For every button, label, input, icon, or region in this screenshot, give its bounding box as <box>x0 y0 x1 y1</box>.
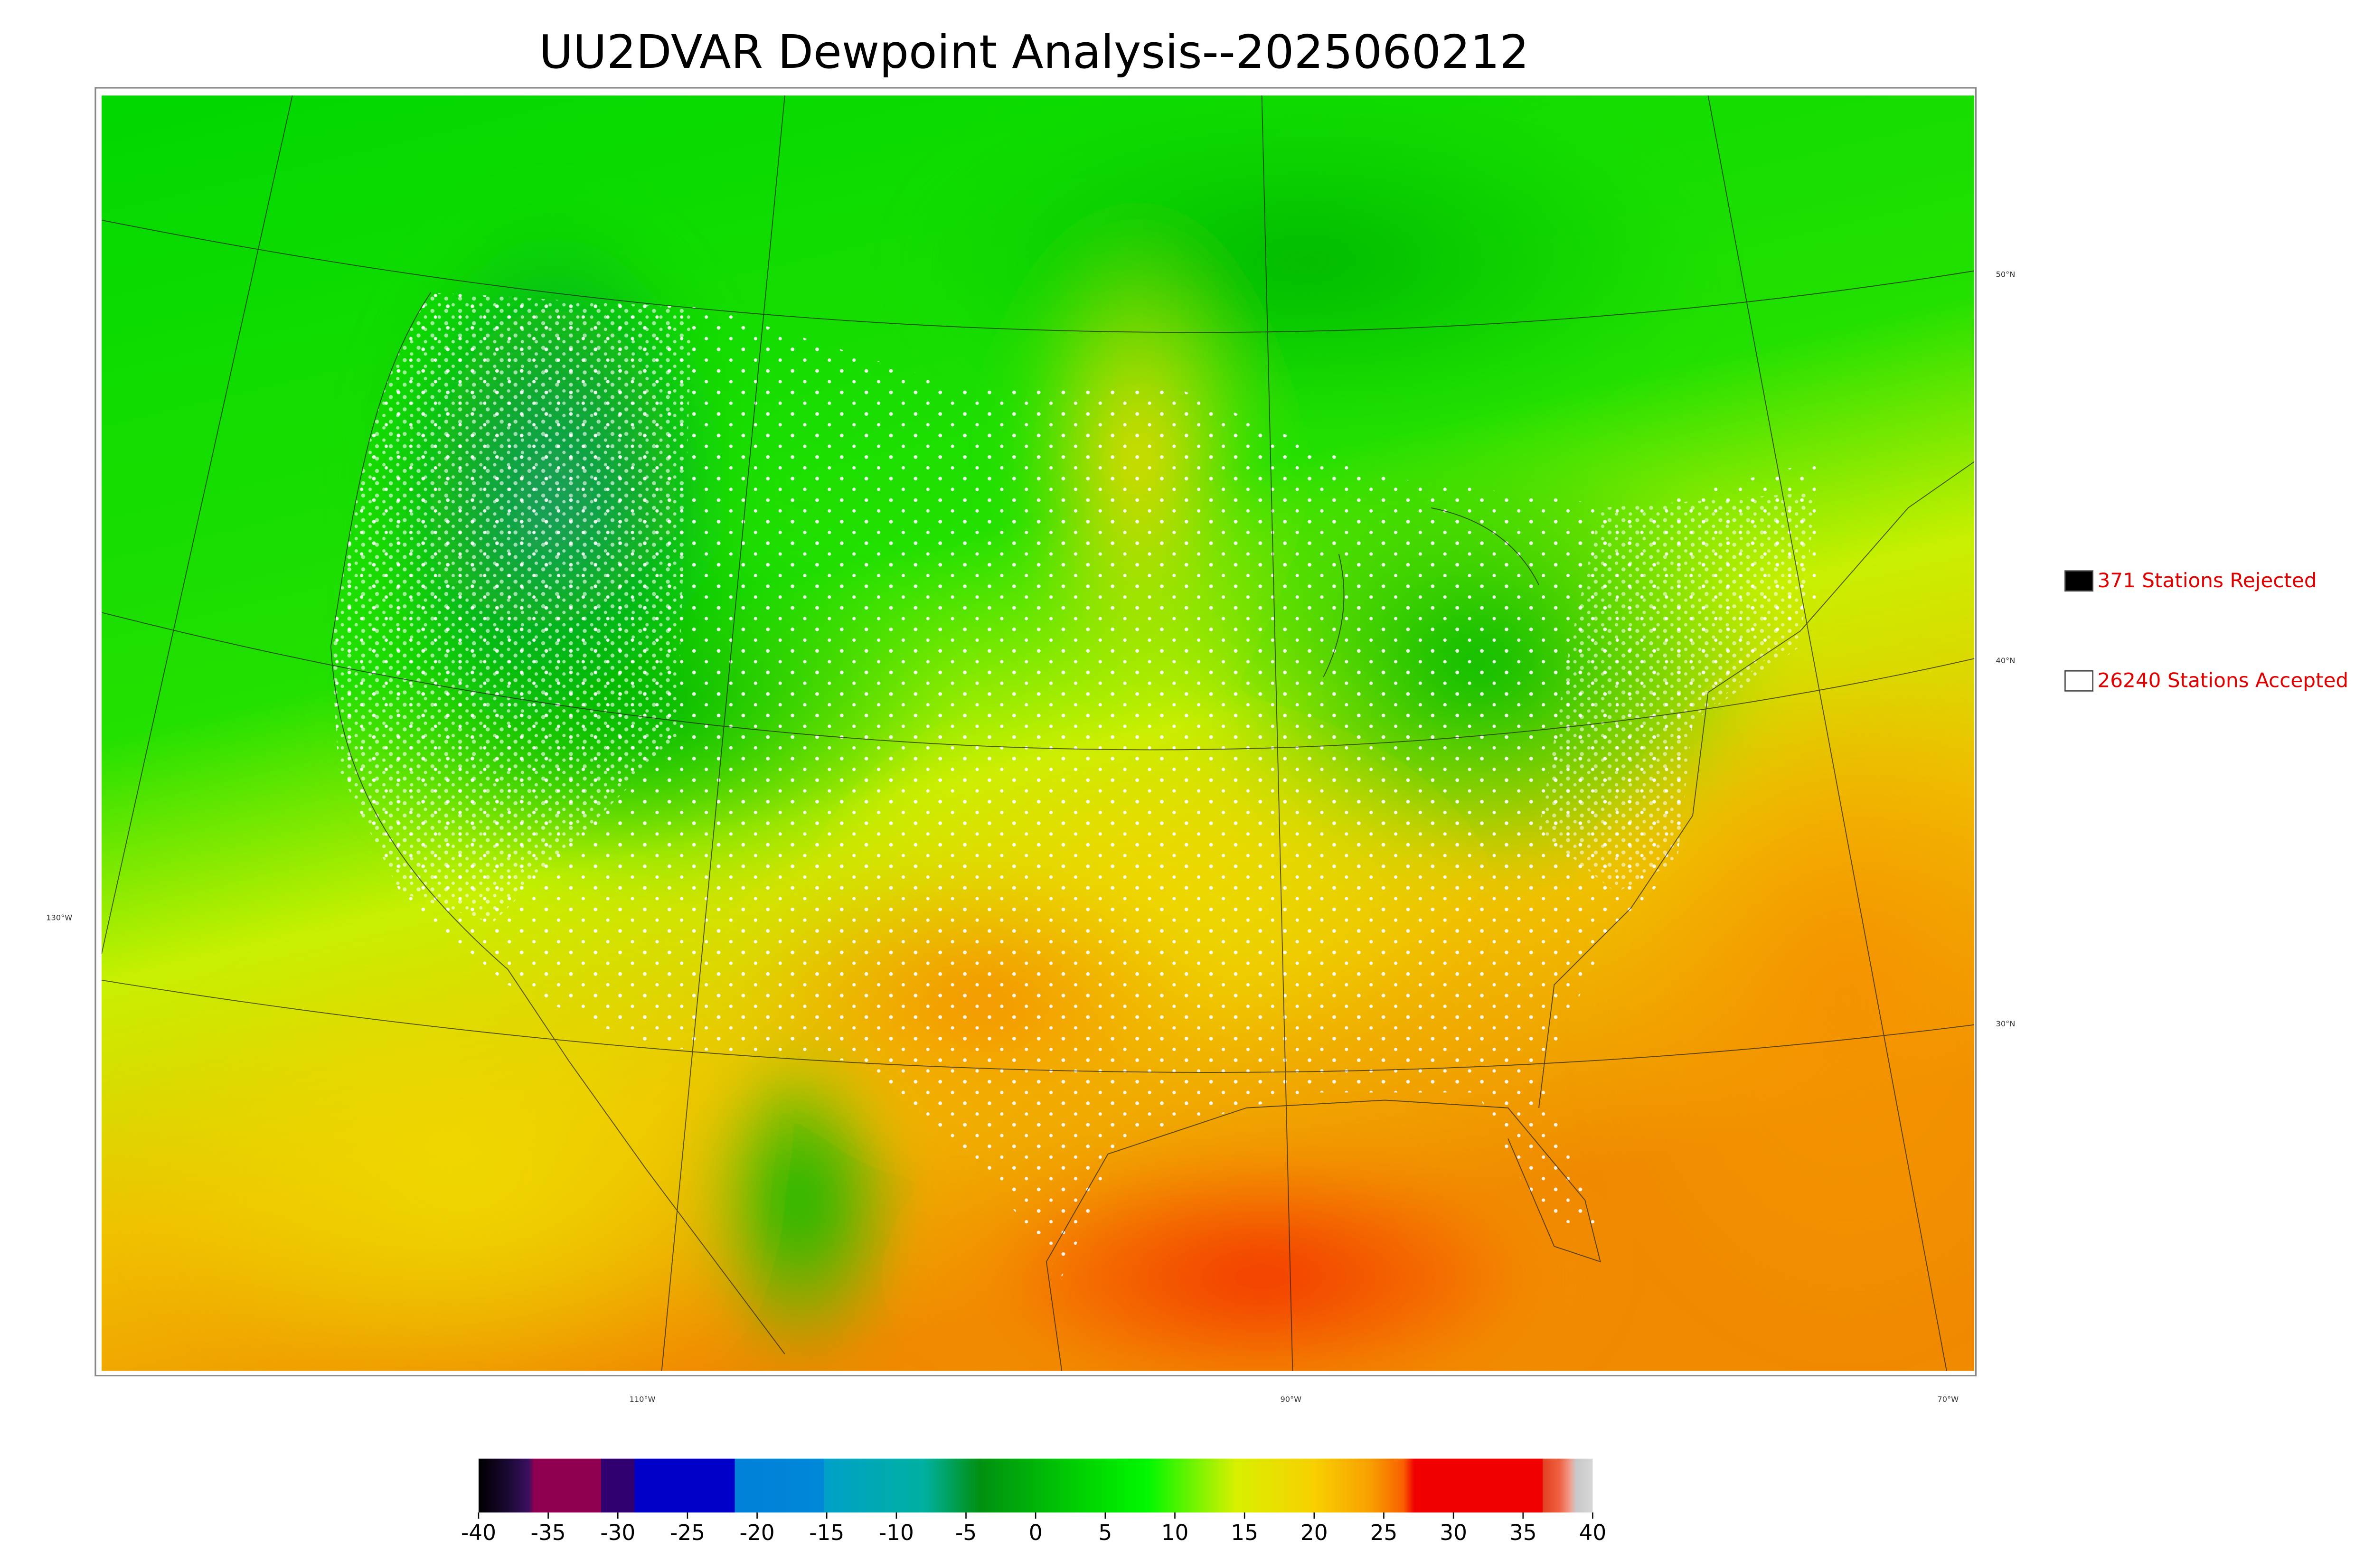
legend-label: 26240 Stations Accepted <box>2097 668 2348 692</box>
colorbar-tick-label: -5 <box>955 1520 977 1545</box>
legend: 371 Stations Rejected 26240 Stations Acc… <box>2064 569 2348 692</box>
longitude-label: 130°W <box>46 913 72 922</box>
legend-label: 371 Stations Rejected <box>2097 569 2317 592</box>
latitude-label: 50°N <box>1996 270 2016 279</box>
longitude-label: 90°W <box>1280 1395 1301 1404</box>
longitude-label: 110°W <box>630 1395 656 1404</box>
colorbar-tick-label: 15 <box>1231 1520 1258 1545</box>
map-title: UU2DVAR Dewpoint Analysis--2025060212 <box>539 25 1529 79</box>
latitude-label: 30°N <box>1996 1019 2016 1028</box>
colorbar-tick-label: 25 <box>1370 1520 1398 1545</box>
colorbar-ticks: -40 -35 -30 -25 -20 -15 -10 -5 0 5 10 15 20 25 30 35 40 <box>461 1512 1606 1545</box>
colorbar-tick-label: -35 <box>531 1520 566 1545</box>
legend-swatch-rejected <box>2064 570 2094 592</box>
colorbar-tick-label: 30 <box>1440 1520 1467 1545</box>
graticule-labels: 50°N 40°N 30°N 130°W 110°W 90°W 70°W <box>46 270 2015 1404</box>
colorbar <box>478 1458 1593 1513</box>
colorbar-tick-label: 20 <box>1300 1520 1328 1545</box>
latitude-label: 40°N <box>1996 656 2016 665</box>
colorbar-tick-label: 35 <box>1509 1520 1537 1545</box>
colorbar-tick-label: -15 <box>809 1520 844 1545</box>
dewpoint-field <box>101 95 1975 1371</box>
colorbar-tick-label: -40 <box>461 1520 496 1545</box>
colorbar-tick-label: 5 <box>1098 1520 1112 1545</box>
legend-swatch-accepted <box>2064 670 2094 692</box>
colorbar-tick-label: -20 <box>740 1520 775 1545</box>
colorbar-tick-label: 0 <box>1029 1520 1043 1545</box>
colorbar-tick-label: 40 <box>1579 1520 1607 1545</box>
colorbar-tick-label: -30 <box>600 1520 635 1545</box>
colorbar-tick-label: -10 <box>879 1520 914 1545</box>
colorbar-tick-label: -25 <box>670 1520 705 1545</box>
colorbar-tick-label: 10 <box>1161 1520 1189 1545</box>
longitude-label: 70°W <box>1937 1395 1959 1404</box>
